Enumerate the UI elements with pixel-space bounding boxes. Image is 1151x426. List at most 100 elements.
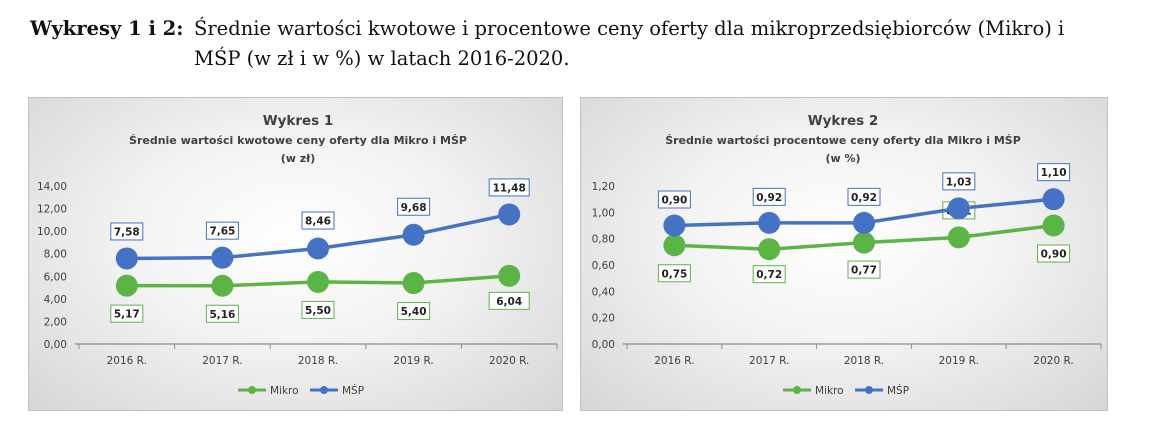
data-point [758,211,781,234]
data-label: 8,46 [305,216,331,228]
data-label: 1,03 [946,176,972,188]
chart-panel-2: Wykres 2 Średnie wartości procentowe ceny… [580,97,1108,411]
caption-text: Średnie wartości kwotowe i procentowe ce… [194,17,1065,70]
data-label-box [488,178,530,197]
data-point [402,272,425,295]
legend-marker [793,386,801,394]
y-tick-label: 0,20 [592,313,615,325]
data-point [758,238,781,261]
chart-2-svg: Wykres 2 Średnie wartości procentowe ceny… [592,113,1102,397]
y-tick-label: 12,00 [37,204,67,216]
data-label-box [1037,244,1071,263]
data-point [307,237,329,260]
data-point [1042,214,1065,237]
x-tick-label: 2017 R. [202,355,242,367]
data-label: 7,65 [209,226,235,238]
data-label-box [205,304,239,323]
data-label-box [657,264,691,283]
data-label: 5,16 [209,309,235,321]
chart-subtitle-unit: (w %) [825,152,860,165]
data-label: 6,04 [496,296,522,308]
caption-label: Wykresy 1 i 2: [30,17,184,40]
legend-marker [320,386,328,394]
data-label-box [488,291,530,310]
data-point [211,246,234,269]
y-tick-label: 1,20 [592,181,615,193]
data-label: 9,68 [401,202,427,214]
data-label: 7,58 [114,226,140,238]
data-label: 0,92 [851,192,877,204]
y-tick-label: 6,00 [44,271,67,283]
y-tick-label: 2,00 [44,316,67,328]
chart-title: Wykres 2 [808,113,879,129]
data-label-box [205,221,239,240]
chart-subtitle-unit: (w zł) [281,152,316,165]
y-tick-label: 4,00 [44,294,67,306]
x-tick-label: 2016 R. [654,355,694,367]
chart-subtitle: Średnie wartości procentowe ceny oferty … [665,134,1021,147]
legend-label: Mikro [270,385,299,397]
x-tick-label: 2017 R. [749,355,789,367]
data-label-box [301,300,335,319]
data-point [211,274,234,297]
y-tick-label: 0,00 [44,339,67,351]
y-tick-label: 0,40 [592,286,615,298]
data-label: 5,17 [114,309,140,321]
legend-label: MŚP [342,384,364,397]
x-tick-label: 2019 R. [393,355,433,367]
x-tick-label: 2018 R. [844,355,884,367]
x-tick-label: 2018 R. [298,355,338,367]
data-label-box [110,222,144,241]
data-point [402,223,425,246]
data-point [663,234,686,257]
y-tick-label: 0,00 [592,339,615,351]
data-label: 11,48 [493,182,526,194]
chart-subtitle: Średnie wartości kwotowe ceny oferty dla… [129,134,467,147]
chart-title: Wykres 1 [263,113,334,129]
legend-marker [248,386,256,394]
chart-1-svg: Wykres 1 Średnie wartości kwotowe ceny of… [37,113,558,397]
data-label-box [657,190,691,209]
data-label-box [301,211,335,230]
data-point [947,197,970,220]
data-point [498,264,521,287]
x-tick-label: 2016 R. [107,355,147,367]
legend-marker [865,386,873,394]
data-label: 0,72 [756,269,782,281]
y-tick-label: 14,00 [37,181,67,193]
data-label: 0,92 [756,192,782,204]
data-label: 5,40 [401,306,427,318]
data-point [1042,188,1065,211]
y-tick-label: 0,80 [592,234,615,246]
data-point [853,211,875,234]
data-label-box [847,260,881,279]
data-point [947,226,970,249]
data-label: 0,75 [661,268,687,280]
data-point [853,231,875,254]
data-label: 0,90 [1041,249,1067,261]
data-label-box [1037,163,1071,182]
data-label: 1,10 [1041,167,1067,179]
y-tick-label: 8,00 [44,249,67,261]
y-tick-label: 10,00 [37,226,67,238]
legend-label: Mikro [815,385,844,397]
data-label-box [110,304,144,323]
y-tick-label: 1,00 [592,207,615,219]
data-label-box [752,265,786,284]
legend-label: MŚP [887,384,909,397]
data-label-box [397,197,431,216]
data-label-box [397,302,431,321]
data-point [307,270,329,293]
x-tick-label: 2020 R. [489,355,529,367]
data-label: 0,77 [851,265,877,277]
data-point [663,214,686,237]
data-label-box [942,172,976,191]
data-label: 5,50 [305,305,331,317]
x-tick-label: 2019 R. [939,355,979,367]
y-tick-label: 0,60 [592,260,615,272]
data-point [115,247,138,270]
data-label-box [752,187,786,206]
chart-panel-1: Wykres 1 Średnie wartości kwotowe ceny of… [28,97,563,411]
data-label-box [847,187,881,206]
x-tick-label: 2020 R. [1033,355,1073,367]
